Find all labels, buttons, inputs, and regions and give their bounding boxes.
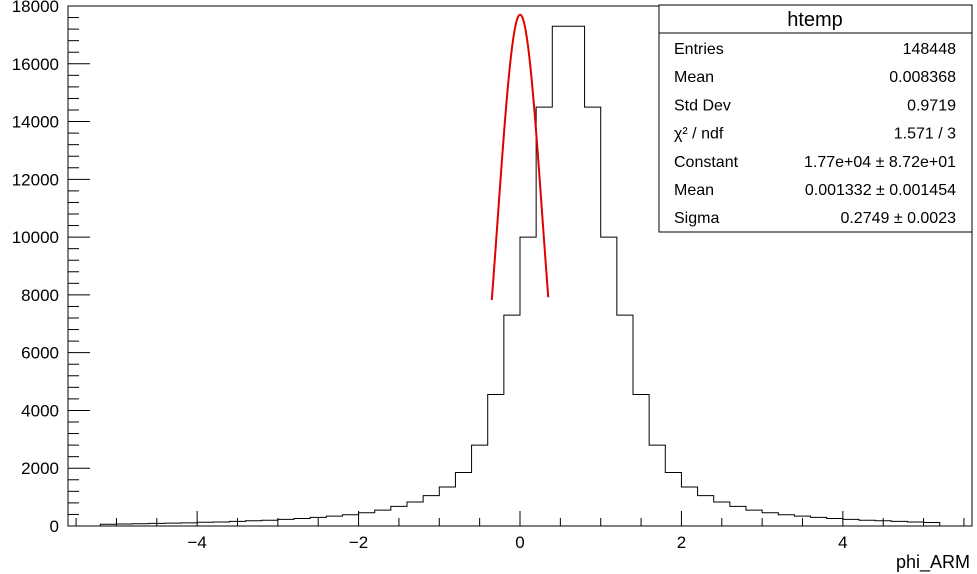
stats-box-title: htemp bbox=[787, 9, 843, 31]
stats-row-name: Entries bbox=[674, 41, 724, 58]
x-tick-label: 4 bbox=[838, 533, 847, 552]
histogram-outline bbox=[99, 25, 941, 526]
y-tick-label: 6000 bbox=[21, 344, 59, 363]
gaussian-fit-curve bbox=[490, 13, 550, 301]
x-tick-label: −2 bbox=[349, 533, 368, 552]
stats-box-frame bbox=[658, 4, 973, 233]
y-tick-label: 10000 bbox=[12, 228, 59, 247]
stats-rows: Entries 148448 Mean 0.008368 Std Dev 0.9719 χ²… bbox=[674, 41, 956, 227]
stats-row-name: Mean bbox=[674, 182, 714, 199]
x-tick-label: 2 bbox=[677, 533, 686, 552]
y-tick-label: 14000 bbox=[12, 113, 59, 132]
stats-row-name: Constant bbox=[674, 154, 739, 171]
stats-row-value: 1.571 / 3 bbox=[894, 126, 956, 143]
y-axis: 0 2000 4000 6000 8000 10000 12000 14000 16000 180… bbox=[12, 0, 90, 536]
y-tick-label: 2000 bbox=[21, 459, 59, 478]
stats-row-value: 0.2749 ± 0.0023 bbox=[840, 210, 956, 227]
stats-row-value: 148448 bbox=[903, 41, 956, 58]
stats-box: htemp Entries 148448 Mean 0.008368 Std Dev 0.… bbox=[658, 4, 973, 233]
stats-row-value: 0.001332 ± 0.001454 bbox=[805, 182, 956, 199]
y-tick-label: 12000 bbox=[12, 170, 59, 189]
x-axis: −4 −2 0 2 4 bbox=[75, 511, 965, 552]
x-tick-label: 0 bbox=[515, 533, 524, 552]
stats-row-name: Mean bbox=[674, 69, 714, 86]
y-tick-label: 18000 bbox=[12, 0, 59, 16]
stats-row-value: 0.008368 bbox=[889, 69, 956, 86]
stats-row-name: Std Dev bbox=[674, 97, 731, 114]
x-axis-label: phi_ARM bbox=[896, 552, 970, 573]
x-tick-label: −4 bbox=[187, 533, 206, 552]
y-tick-label: 0 bbox=[50, 517, 59, 536]
y-tick-label: 8000 bbox=[21, 286, 59, 305]
stats-row-value: 0.9719 bbox=[907, 97, 956, 114]
stats-row-name: χ² / ndf bbox=[674, 126, 724, 143]
y-tick-label: 16000 bbox=[12, 55, 59, 74]
y-tick-label: 4000 bbox=[21, 401, 59, 420]
stats-row-name: Sigma bbox=[674, 210, 719, 227]
stats-row-value: 1.77e+04 ± 8.72e+01 bbox=[804, 154, 956, 171]
